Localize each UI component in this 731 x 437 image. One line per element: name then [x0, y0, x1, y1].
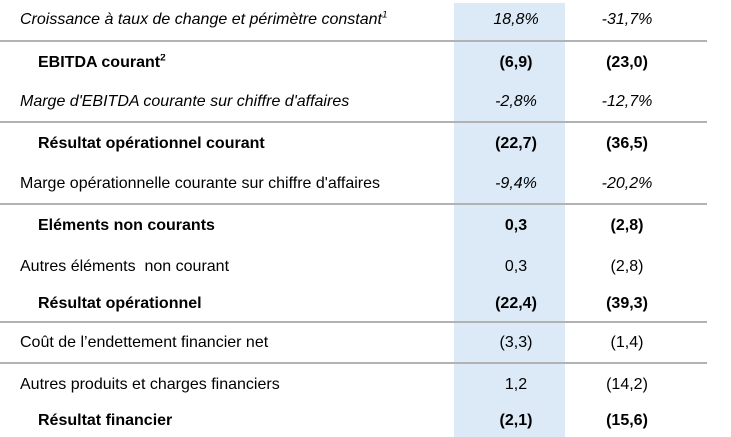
- table-row: Coût de l’endettement financier net (3,3…: [0, 323, 707, 364]
- table-row: Marge opérationnelle courante sur chiffr…: [0, 164, 707, 205]
- value-period-1: -9,4%: [495, 174, 537, 192]
- row-label-text: Coût de l’endettement financier net: [20, 333, 269, 351]
- row-label: Résultat opérationnel courant: [0, 135, 455, 153]
- table-row: Résultat financier (2,1) (15,6): [0, 405, 707, 437]
- row-label: Eléments non courants: [0, 217, 455, 235]
- row-label: Marge d'EBITDA courante sur chiffre d'af…: [0, 93, 455, 111]
- value-period-2: -31,7%: [601, 11, 653, 28]
- value-period-1: 0,3: [504, 216, 528, 234]
- row-label: Coût de l’endettement financier net: [0, 334, 455, 352]
- table-row: Résultat opérationnel courant (22,7) (36…: [0, 123, 707, 164]
- row-label: Autres produits et charges financiers: [0, 376, 455, 394]
- row-label: Marge opérationnelle courante sur chiffr…: [0, 175, 455, 193]
- table-row: EBITDA courant2 (6,9) (23,0): [0, 42, 707, 83]
- value-period-1: (6,9): [499, 53, 533, 71]
- value-period-2: (36,5): [606, 134, 648, 152]
- value-period-2: (15,6): [606, 412, 648, 429]
- row-label-text: Eléments non courants: [38, 216, 215, 234]
- value-period-1: (22,4): [495, 295, 537, 312]
- highlight-column-band: [454, 3, 565, 437]
- footnote-ref: 1: [381, 11, 388, 21]
- row-label-text: Autres produits et charges financiers: [20, 375, 280, 393]
- value-period-1: 0,3: [504, 257, 528, 275]
- row-label: Résultat financier: [0, 412, 455, 430]
- row-label-text: Marge opérationnelle courante sur chiffr…: [20, 174, 381, 192]
- row-label-text: Résultat opérationnel courant: [38, 134, 265, 152]
- table-body: Croissance à taux de change et périmètre…: [0, 0, 707, 437]
- value-period-1: -2,8%: [495, 93, 537, 110]
- table-row: Croissance à taux de change et périmètre…: [0, 0, 707, 42]
- table-row: Résultat opérationnel (22,4) (39,3): [0, 287, 707, 323]
- value-period-2: (2,8): [610, 257, 644, 275]
- row-label-text: Résultat opérationnel: [38, 295, 202, 312]
- table-row: Autres produits et charges financiers 1,…: [0, 364, 707, 405]
- row-label: Autres éléments non courant: [0, 258, 455, 276]
- value-period-2: -20,2%: [601, 174, 653, 192]
- value-period-1: (22,7): [495, 134, 537, 152]
- value-period-2: (39,3): [606, 295, 648, 312]
- footnote-ref: 2: [160, 53, 166, 64]
- table-row: Eléments non courants 0,3 (2,8): [0, 205, 707, 246]
- row-label-text: Résultat financier: [38, 412, 173, 429]
- row-label-text: EBITDA courant: [38, 53, 161, 71]
- row-label-text: Croissance à taux de change et périmètre…: [20, 11, 382, 28]
- value-period-2: (1,4): [610, 333, 644, 351]
- value-period-2: (23,0): [606, 53, 648, 71]
- value-period-1: (2,1): [499, 412, 533, 429]
- row-label: Résultat opérationnel: [0, 295, 455, 313]
- value-period-1: 18,8%: [493, 11, 539, 28]
- value-period-2: (14,2): [606, 375, 648, 393]
- row-label: Croissance à taux de change et périmètre…: [0, 11, 455, 29]
- value-period-1: (3,3): [499, 333, 533, 351]
- table-row: Marge d'EBITDA courante sur chiffre d'af…: [0, 83, 707, 123]
- row-label-text: Autres éléments non courant: [20, 257, 230, 275]
- row-label-text: Marge d'EBITDA courante sur chiffre d'af…: [20, 93, 350, 110]
- value-period-1: 1,2: [504, 375, 528, 393]
- value-period-2: (2,8): [610, 216, 644, 234]
- value-period-2: -12,7%: [601, 93, 653, 110]
- row-label: EBITDA courant2: [0, 54, 455, 72]
- table-row: Autres éléments non courant 0,3 (2,8): [0, 246, 707, 287]
